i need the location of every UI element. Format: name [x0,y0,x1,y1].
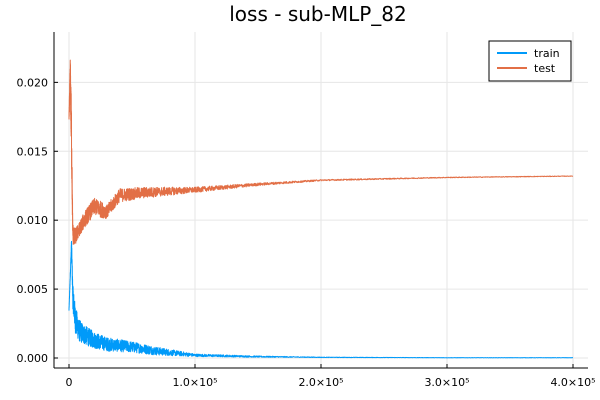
series-line-test [68,59,574,245]
y-tick-label: 0.020 [17,76,49,89]
y-tick-label: 0.015 [17,145,49,158]
x-tick-label: 2.0×10⁵ [298,376,343,389]
legend-label-test: test [534,62,556,75]
y-tick-label: 0.010 [17,214,49,227]
legend-label-train: train [534,47,560,60]
x-tick-label: 0 [66,376,73,389]
legend-box [488,40,572,82]
x-tick-label: 4.0×10⁵ [550,376,595,389]
plot-area [68,59,574,359]
legend: train test [488,40,572,82]
axes [53,32,588,369]
y-tick-label: 0.000 [17,352,49,365]
chart-title: loss - sub-MLP_82 [229,2,406,26]
series-line-train [68,240,574,359]
y-tick-label: 0.005 [17,283,49,296]
tick-labels: 0 1.0×10⁵ 2.0×10⁵ 3.0×10⁵ 4.0×10⁵ 0.000 0.005 0… [17,76,596,389]
x-tick-label: 3.0×10⁵ [424,376,469,389]
x-tick-label: 1.0×10⁵ [172,376,217,389]
